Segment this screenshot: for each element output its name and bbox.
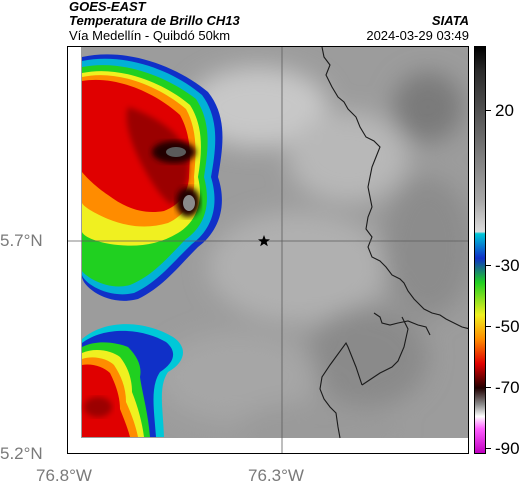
colorbar-label-minus70: -70 bbox=[495, 378, 520, 397]
lat-label-5-2: 5.2°N bbox=[0, 444, 43, 463]
storm-cell-north bbox=[82, 54, 223, 301]
boundary-line-south bbox=[319, 341, 363, 439]
lon-label-76-8: 76.8°W bbox=[36, 466, 92, 485]
org-label: SIATA bbox=[431, 13, 469, 28]
colorbar-label-20: 20 bbox=[495, 101, 514, 120]
colorbar-label-minus90: -90 bbox=[495, 439, 520, 458]
satellite-title: GOES-EAST bbox=[69, 0, 146, 14]
colorbar-tick bbox=[486, 387, 491, 388]
colorbar bbox=[474, 46, 486, 454]
storm-cell-south bbox=[82, 324, 184, 437]
colorbar-gradient bbox=[475, 47, 485, 453]
map-left-margin bbox=[68, 47, 81, 453]
lat-label-5-7: 5.7°N bbox=[0, 231, 43, 250]
boundary-line-river bbox=[373, 312, 431, 336]
satellite-map bbox=[67, 46, 469, 454]
colorbar-tick bbox=[486, 110, 491, 111]
route-subtitle: Vía Medellín - Quibdó 50km bbox=[69, 28, 231, 43]
grey-cloud-texture bbox=[158, 67, 468, 452]
product-title: Temperatura de Brillo CH13 bbox=[69, 13, 240, 28]
colorbar-tick bbox=[486, 448, 491, 449]
map-bottom-margin bbox=[68, 438, 468, 453]
colorbar-label-minus30: -30 bbox=[495, 256, 520, 275]
boundary-line-southeast bbox=[361, 316, 409, 386]
map-canvas bbox=[68, 47, 468, 453]
colorbar-label-minus50: -50 bbox=[495, 317, 520, 336]
timestamp-label: 2024-03-29 03:49 bbox=[366, 28, 469, 43]
colorbar-tick bbox=[486, 265, 491, 266]
colorbar-tick bbox=[486, 326, 491, 327]
location-star-marker bbox=[258, 235, 270, 247]
lon-label-76-3: 76.3°W bbox=[248, 466, 304, 485]
boundary-line-east bbox=[321, 47, 468, 330]
